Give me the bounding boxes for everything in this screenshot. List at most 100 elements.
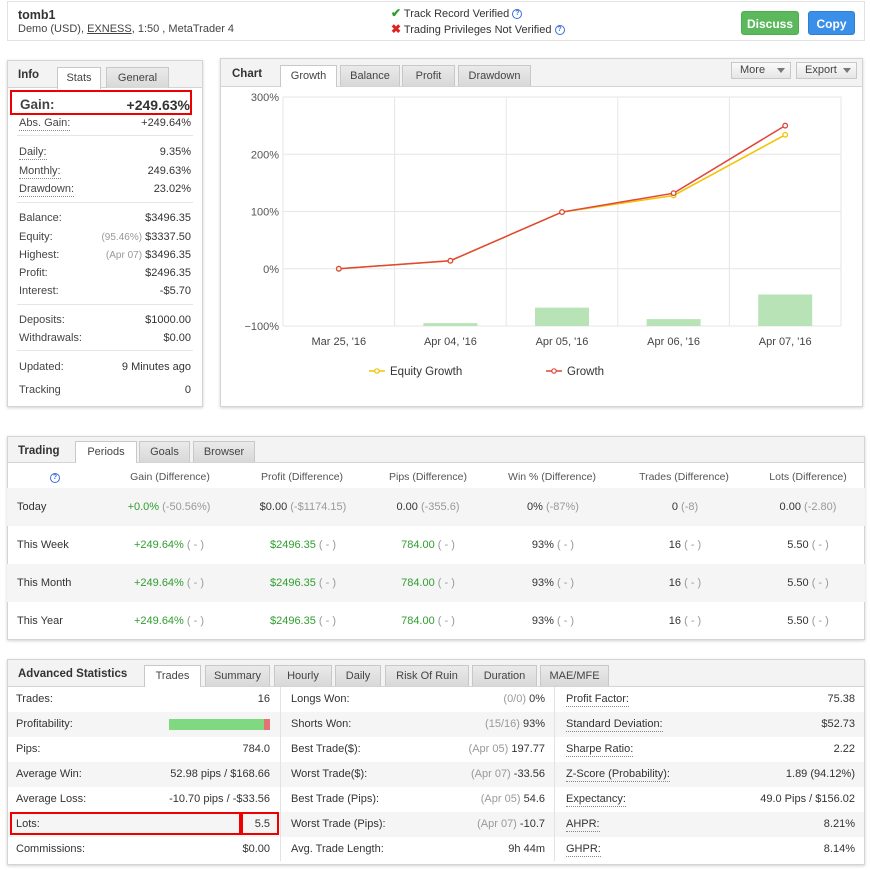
export-dropdown[interactable]: Export (796, 62, 857, 79)
tab-drawdown[interactable]: Drawdown (458, 65, 531, 86)
stat-value-group: -10.70 pips / -$33.56 (169, 787, 270, 812)
legend-item[interactable]: Growth (546, 366, 604, 378)
drawdown-label: Drawdown: (19, 183, 75, 197)
stat-value-group: (Apr 07) -10.7 (477, 812, 545, 837)
equity-value: $3337.50 (145, 231, 191, 243)
stat-row: Profitability: (16, 712, 270, 737)
win-cell: 93% ( - ) (483, 526, 623, 564)
lots-value: 5.50 (787, 577, 809, 589)
series-line-growth (338, 124, 786, 270)
stat-note: (Apr 07) (477, 818, 517, 830)
data-point[interactable] (335, 265, 342, 272)
y-tick-label: 300% (251, 92, 279, 104)
table-row: This Year +249.64% ( - ) $2496.35 ( - ) 784… (7, 602, 865, 640)
tab-duration[interactable]: Duration (472, 665, 537, 686)
gain-difference: (-50.56%) (162, 501, 211, 513)
tab-hourly[interactable]: Hourly (274, 665, 332, 686)
stat-label: Worst Trade (Pips): (291, 818, 386, 830)
stat-row: Expectancy: 49.0 Pips / $156.02 (566, 787, 855, 812)
stat-row: Worst Trade (Pips): (Apr 07) -10.7 (291, 812, 545, 837)
more-dropdown[interactable]: More (731, 62, 791, 79)
y-tick-label: −100% (244, 321, 279, 333)
drawdown-value: 23.02% (153, 183, 191, 195)
row-background (555, 712, 864, 737)
trades-value: 16 (668, 577, 682, 589)
stat-row: Average Win: 52.98 pips / $168.66 (16, 762, 270, 787)
stat-value: 5.5 (254, 818, 270, 830)
trades-value: 0 (671, 501, 678, 513)
gain-cell: +0.0% (-50.56%) (99, 488, 239, 526)
tab-daily[interactable]: Daily (335, 665, 381, 686)
lots-cell: 5.50 ( - ) (738, 602, 870, 640)
data-point[interactable] (447, 257, 454, 264)
stat-value: $0.00 (242, 843, 270, 855)
stat-label: Z-Score (Probability): (566, 768, 670, 782)
tab-general[interactable]: General (106, 67, 169, 88)
discuss-button[interactable]: Discuss (741, 11, 799, 35)
updated-label: Updated: (19, 361, 64, 373)
broker-link[interactable]: EXNESS (87, 23, 132, 35)
period-label: Today (17, 501, 47, 513)
data-point[interactable] (782, 131, 789, 138)
info-title: Info (18, 69, 40, 81)
header-win: Win % (Difference) (508, 471, 596, 483)
stat-label: Pips: (16, 743, 41, 755)
pips-cell: 784.00 ( - ) (358, 602, 498, 640)
trades-difference: ( - ) (684, 577, 702, 589)
data-point[interactable] (559, 209, 565, 216)
drawdown-row: Drawdown: 23.02% (19, 180, 191, 198)
tab-trades[interactable]: Trades (144, 665, 201, 687)
legend-item[interactable]: Equity Growth (369, 366, 462, 378)
stat-value: 93% (522, 718, 545, 730)
profit-cell: $2496.35 ( - ) (233, 564, 373, 602)
tab-profit[interactable]: Profit (402, 65, 455, 86)
abs-gain-value: +249.64% (141, 117, 191, 129)
profit-value: $0.00 (259, 501, 288, 513)
win-value: 93% (531, 615, 554, 627)
lots-cell: 5.50 ( - ) (738, 526, 870, 564)
tab-mae-mfe[interactable]: MAE/MFE (540, 665, 609, 686)
trades-difference: (-8) (681, 501, 699, 513)
stat-row: GHPR: 8.14% (566, 837, 855, 862)
data-point[interactable] (782, 122, 789, 129)
tab-periods[interactable]: Periods (75, 441, 137, 463)
track-record-status: ✔ Track Record Verified ? (391, 6, 523, 20)
tab-stats[interactable]: Stats (57, 67, 101, 89)
bar (646, 319, 701, 326)
stat-row: Lots: 5.5 (16, 812, 270, 837)
data-point[interactable] (670, 190, 677, 197)
stat-value-group: $0.00 (242, 837, 270, 862)
stat-value: -33.56 (513, 768, 545, 780)
win-difference: ( - ) (556, 577, 575, 589)
copy-button[interactable]: Copy (808, 11, 855, 35)
stat-label: Expectancy: (566, 793, 626, 807)
help-icon[interactable]: ? (512, 9, 523, 20)
profit-cell: $2496.35 ( - ) (233, 526, 373, 564)
tab-growth[interactable]: Growth (280, 65, 337, 87)
trading-privileges-text: Trading Privileges Not Verified (403, 24, 552, 36)
stat-value: 197.77 (511, 743, 545, 755)
help-icon[interactable]: ? (50, 473, 60, 483)
stat-row: Average Loss: -10.70 pips / -$33.56 (16, 787, 270, 812)
column-divider (554, 687, 555, 861)
gain-cell: +249.64% ( - ) (99, 564, 239, 602)
row-background (281, 812, 554, 837)
y-tick-label: 100% (251, 207, 279, 219)
stat-value: 784.0 (242, 743, 270, 755)
lots-cell: 5.50 ( - ) (738, 564, 870, 602)
stat-label: Best Trade (Pips): (291, 793, 380, 805)
daily-row: Daily: 9.35% (19, 143, 191, 161)
tab-browser[interactable]: Browser (193, 441, 255, 462)
profit-difference: ( - ) (318, 539, 337, 551)
stat-label: Best Trade($): (291, 743, 361, 755)
info-panel: Info Stats General Gain: +249.63% Abs. G… (7, 60, 203, 407)
gain-label: Gain: (20, 97, 55, 112)
help-icon[interactable]: ? (554, 25, 565, 36)
lots-value: 0.00 (779, 501, 801, 513)
tab-summary[interactable]: Summary (205, 665, 270, 686)
tab-risk-of-ruin[interactable]: Risk Of Ruin (385, 665, 469, 686)
tab-balance[interactable]: Balance (340, 65, 400, 86)
row-background (555, 812, 864, 837)
stat-value: 0% (529, 693, 545, 705)
tab-goals[interactable]: Goals (139, 441, 190, 462)
